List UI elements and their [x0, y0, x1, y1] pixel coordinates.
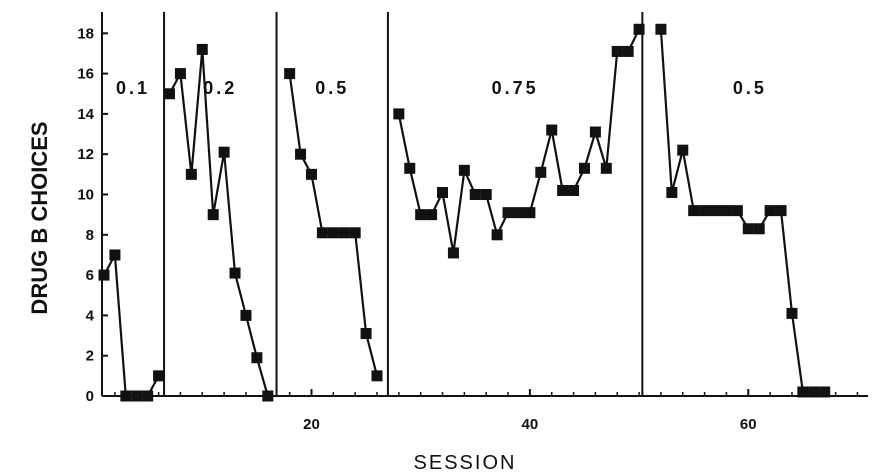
x-tick-label: 60: [740, 416, 757, 433]
data-point: [338, 227, 350, 239]
series-line: [659, 29, 825, 394]
y-tick-label: 8: [86, 227, 94, 244]
series-line: [168, 48, 269, 397]
data-point: [196, 43, 208, 55]
data-point: [633, 23, 645, 35]
data-point: [305, 168, 317, 180]
data-point: [502, 207, 514, 219]
y-tick-label: 12: [77, 146, 94, 163]
phase-series: [655, 23, 831, 398]
phase-label: 0.1: [116, 78, 150, 98]
data-point: [819, 386, 831, 398]
y-tick-label: 10: [77, 187, 94, 204]
data-point: [251, 352, 263, 364]
data-point: [316, 227, 328, 239]
chart-axes: [101, 12, 868, 397]
data-point: [764, 205, 776, 217]
data-point: [786, 307, 798, 319]
data-point: [185, 168, 197, 180]
y-tick-label: 14: [77, 106, 94, 123]
data-point: [393, 108, 405, 120]
y-tick-label: 6: [86, 267, 94, 284]
data-point: [797, 386, 809, 398]
data-point: [404, 162, 416, 174]
data-point: [480, 189, 492, 200]
data-point: [655, 23, 667, 35]
data-point: [611, 45, 623, 57]
data-point: [415, 209, 427, 221]
data-point: [98, 269, 110, 281]
data-point: [153, 370, 165, 382]
data-point: [218, 146, 230, 158]
data-point: [535, 166, 547, 178]
data-point: [437, 186, 449, 198]
data-point: [742, 223, 754, 235]
phase-series: [164, 43, 274, 402]
data-point: [371, 370, 383, 382]
phase-series: [393, 23, 645, 259]
x-tick-label: 40: [522, 416, 539, 433]
data-point: [164, 88, 176, 100]
data-point: [578, 162, 590, 174]
phase-series: [284, 68, 383, 382]
data-point: [546, 124, 558, 136]
data-point: [142, 390, 154, 402]
y-tick-label: 4: [86, 307, 95, 324]
phase-label: 0.5: [733, 78, 767, 98]
data-series: [98, 23, 831, 402]
data-point: [513, 207, 525, 219]
data-point: [207, 209, 219, 221]
phase-series: [98, 249, 165, 402]
data-point: [557, 184, 569, 196]
data-point: [284, 68, 296, 80]
phase-labels: 0.1 0.2 0.5 0.75 0.5: [116, 78, 767, 98]
data-point: [458, 164, 470, 176]
x-tick-label: 20: [303, 416, 320, 433]
data-point: [120, 390, 132, 402]
data-point: [524, 207, 536, 219]
data-point: [360, 328, 372, 340]
data-point: [240, 309, 252, 321]
phase-label: 0.2: [203, 78, 237, 98]
data-point: [600, 162, 612, 174]
data-point: [131, 390, 143, 402]
data-point: [710, 205, 722, 217]
y-tick-label: 2: [86, 348, 94, 365]
data-point: [688, 205, 700, 217]
data-point: [699, 205, 711, 217]
y-tick-label: 0: [86, 388, 94, 405]
data-point: [426, 209, 438, 221]
series-line: [103, 253, 160, 398]
data-point: [262, 390, 274, 402]
y-axis-title: DRUG B CHOICES: [27, 121, 52, 314]
data-point: [568, 184, 580, 196]
data-point: [808, 386, 820, 398]
data-point: [731, 205, 743, 217]
x-axis-title: SESSION: [414, 452, 517, 474]
data-point: [775, 205, 787, 217]
data-point: [229, 267, 241, 279]
data-point: [174, 68, 186, 80]
data-point: [327, 227, 339, 239]
y-tick-label: 18: [77, 25, 94, 42]
data-point: [720, 205, 732, 217]
data-point: [589, 126, 601, 138]
data-point: [295, 148, 307, 160]
y-axis-ticks: 0 2 4 6 8 10 12 14 16 18: [77, 25, 108, 405]
phase-label: 0.75: [492, 78, 539, 98]
data-point: [349, 227, 361, 239]
phase-label: 0.5: [315, 78, 349, 98]
data-point: [677, 144, 689, 156]
data-point: [447, 247, 459, 259]
data-point: [469, 189, 481, 200]
data-point: [491, 229, 503, 241]
data-point: [109, 249, 121, 261]
phase-dividers: [163, 12, 644, 396]
data-point: [622, 45, 634, 57]
data-point: [753, 223, 765, 235]
data-point: [666, 186, 678, 198]
y-tick-label: 16: [77, 66, 94, 83]
